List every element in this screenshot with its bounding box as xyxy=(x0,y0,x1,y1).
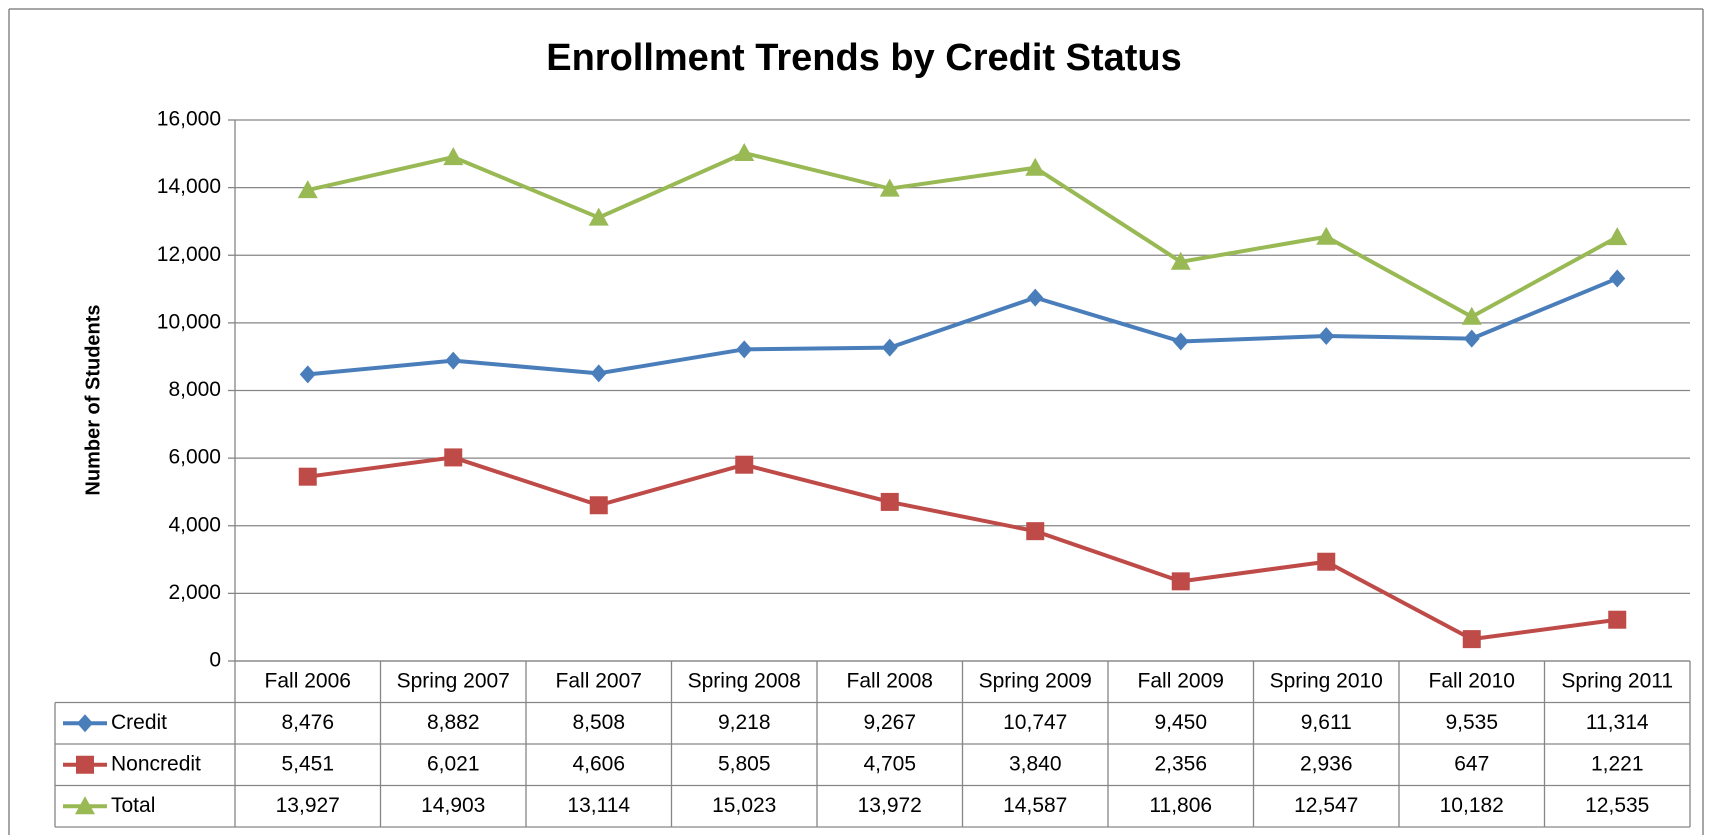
x-tick-label: Spring 2007 xyxy=(397,669,510,692)
table-value: 8,882 xyxy=(427,711,480,734)
table-value: 8,508 xyxy=(572,711,625,734)
table-value: 11,314 xyxy=(1586,711,1649,734)
table-value: 2,936 xyxy=(1300,752,1353,775)
data-point xyxy=(445,351,462,370)
data-point xyxy=(444,448,463,467)
table-value: 10,182 xyxy=(1440,794,1504,817)
x-tick-label: Spring 2009 xyxy=(979,669,1092,692)
table-value: 5,451 xyxy=(281,752,334,775)
table-value: 13,114 xyxy=(567,794,630,817)
data-point xyxy=(879,178,900,197)
table-value: 12,547 xyxy=(1294,794,1358,817)
table-value: 9,218 xyxy=(718,711,771,734)
x-tick-label: Spring 2008 xyxy=(688,669,801,692)
y-tick-label: 16,000 xyxy=(157,108,221,131)
data-point xyxy=(298,467,317,486)
table-value: 15,023 xyxy=(712,794,776,817)
table-value: 4,606 xyxy=(572,752,625,775)
data-point xyxy=(588,207,609,226)
table-value: 2,356 xyxy=(1154,752,1207,775)
legend-label: Noncredit xyxy=(111,752,201,775)
y-tick-label: 8,000 xyxy=(168,378,221,401)
data-point xyxy=(589,496,608,515)
y-tick-label: 0 xyxy=(209,649,221,672)
y-tick-label: 10,000 xyxy=(157,310,221,333)
legend-marker xyxy=(77,714,93,733)
table-value: 647 xyxy=(1454,752,1489,775)
series-line xyxy=(307,455,1618,642)
data-point xyxy=(1170,251,1191,270)
data-point xyxy=(1607,227,1628,246)
table-value: 9,450 xyxy=(1154,711,1207,734)
y-tick-label: 14,000 xyxy=(157,175,221,198)
table-value: 5,805 xyxy=(718,752,771,775)
data-point xyxy=(590,364,607,383)
x-tick-label: Fall 2006 xyxy=(265,669,351,692)
table-value: 9,267 xyxy=(863,711,916,734)
table-value: 9,535 xyxy=(1445,711,1498,734)
data-point xyxy=(880,492,899,511)
data-point xyxy=(1316,226,1337,245)
legend-marker xyxy=(75,796,95,815)
series-line xyxy=(307,151,1619,319)
y-tick-label: 4,000 xyxy=(168,513,221,536)
y-tick-label: 12,000 xyxy=(157,243,221,266)
table-value: 6,021 xyxy=(427,752,480,775)
data-point xyxy=(1608,610,1627,629)
data-point xyxy=(735,455,754,474)
legend-label: Total xyxy=(111,794,155,817)
data-point xyxy=(297,180,318,199)
chart-title: Enrollment Trends by Credit Status xyxy=(546,37,1182,79)
table-value: 11,806 xyxy=(1149,794,1212,817)
table-value: 4,705 xyxy=(863,752,916,775)
table-value: 8,476 xyxy=(281,711,334,734)
x-tick-label: Spring 2011 xyxy=(1561,669,1673,692)
table-value: 9,611 xyxy=(1301,711,1352,734)
x-tick-label: Fall 2008 xyxy=(847,669,933,692)
data-point xyxy=(736,340,753,359)
series-line xyxy=(307,276,1619,377)
data-point xyxy=(1318,327,1335,346)
data-point xyxy=(1172,332,1189,351)
data-point xyxy=(1317,552,1336,571)
data-point xyxy=(1026,522,1045,541)
legend-label: Credit xyxy=(111,711,167,734)
table-value: 13,972 xyxy=(858,794,922,817)
table-value: 14,903 xyxy=(421,794,485,817)
table-value: 1,221 xyxy=(1591,752,1644,775)
y-tick-label: 2,000 xyxy=(168,581,221,604)
table-value: 13,927 xyxy=(276,794,340,817)
table-value: 3,840 xyxy=(1009,752,1062,775)
y-tick-label: 6,000 xyxy=(168,446,221,469)
table-value: 10,747 xyxy=(1003,711,1067,734)
data-point xyxy=(1463,329,1480,348)
x-tick-label: Spring 2010 xyxy=(1270,669,1383,692)
data-point xyxy=(1461,306,1482,325)
data-point xyxy=(1027,288,1044,307)
x-tick-label: Fall 2007 xyxy=(556,669,642,692)
data-point xyxy=(1025,157,1046,176)
data-point xyxy=(443,147,464,166)
x-tick-label: Fall 2010 xyxy=(1429,669,1515,692)
data-point xyxy=(734,143,755,162)
y-axis-label: Number of Students xyxy=(82,304,104,495)
data-point xyxy=(1462,630,1481,649)
data-point xyxy=(1171,572,1190,591)
table-value: 14,587 xyxy=(1003,794,1067,817)
data-point xyxy=(1609,269,1626,288)
data-point xyxy=(881,338,898,357)
legend-marker xyxy=(76,755,94,774)
table-value: 12,535 xyxy=(1585,794,1649,817)
data-point xyxy=(299,365,316,384)
x-tick-label: Fall 2009 xyxy=(1138,669,1224,692)
